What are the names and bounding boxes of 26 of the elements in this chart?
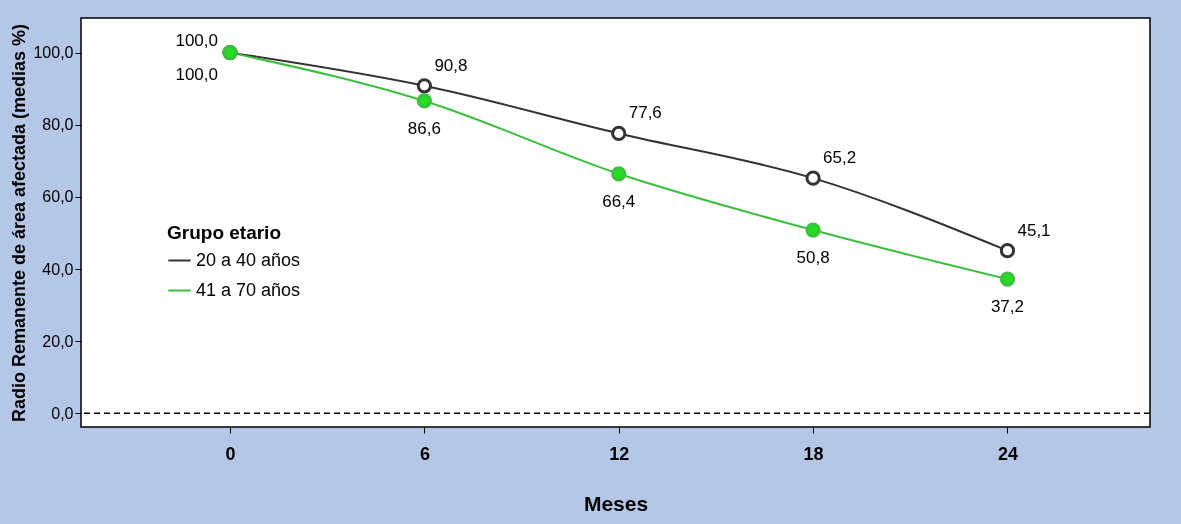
data-label: 90,8 bbox=[434, 55, 468, 75]
legend-title: Grupo etario bbox=[167, 222, 282, 243]
legend-label: 20 a 40 años bbox=[196, 249, 301, 270]
data-label: 100,0 bbox=[175, 64, 219, 84]
y-tick-label: 100,0 bbox=[33, 44, 74, 62]
data-label: 77,6 bbox=[628, 103, 662, 123]
data-label: 37,2 bbox=[990, 297, 1025, 317]
legend-label: 41 a 70 años bbox=[196, 279, 301, 300]
data-label: 100,0 bbox=[175, 30, 219, 50]
y-tick-label: 40,0 bbox=[42, 260, 74, 278]
x-tick-label: 12 bbox=[609, 443, 630, 464]
x-tick-label: 24 bbox=[997, 443, 1018, 464]
y-tick-label: 80,0 bbox=[42, 116, 74, 134]
data-label: 66,4 bbox=[602, 191, 636, 211]
data-label: 45,1 bbox=[1017, 220, 1051, 240]
y-axis-title: Radio Remanente de área afectada (medias %) bbox=[9, 23, 30, 423]
x-axis-title: Meses bbox=[583, 491, 649, 515]
y-tick-label: 0,0 bbox=[51, 404, 74, 422]
y-tick-label: 20,0 bbox=[42, 332, 74, 350]
data-label: 65,2 bbox=[823, 148, 857, 168]
x-tick-label: 18 bbox=[803, 443, 824, 464]
x-tick-label: 0 bbox=[225, 443, 236, 464]
x-tick-label: 6 bbox=[419, 443, 430, 464]
data-label: 86,6 bbox=[407, 118, 441, 138]
y-tick-label: 60,0 bbox=[42, 188, 74, 206]
data-label: 50,8 bbox=[796, 248, 830, 268]
